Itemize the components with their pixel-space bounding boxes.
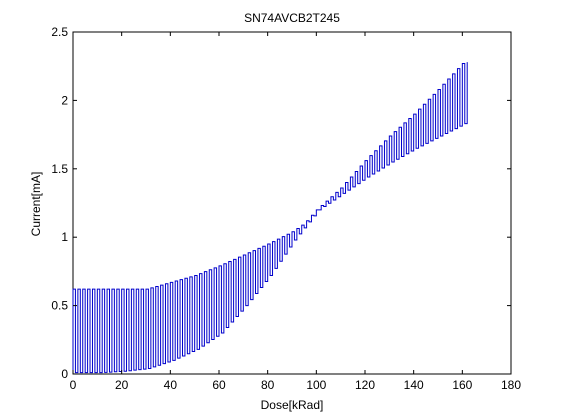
x-tick-label: 120 (355, 378, 375, 392)
plot-area (72, 31, 512, 375)
x-tick-label: 0 (70, 378, 77, 392)
chart-title: SN74AVCB2T245 (244, 11, 340, 25)
x-axis-label: Dose[kRad] (261, 398, 324, 412)
x-tick-label: 160 (452, 378, 472, 392)
y-tick-label: 1.5 (51, 162, 68, 176)
x-tick-label: 20 (115, 378, 129, 392)
x-tick-label: 80 (261, 378, 275, 392)
y-tick-label: 2 (61, 93, 68, 107)
ticks: 0 20 40 60 80 100 120 140 160 180 0 0.5 1 1.5 2 2.5 (51, 25, 521, 392)
y-tick-label: 0 (61, 367, 68, 381)
x-tick-label: 180 (501, 378, 521, 392)
y-tick-label: 0.5 (51, 299, 68, 313)
x-tick-label: 40 (164, 378, 178, 392)
y-axis-label: Current[mA] (29, 172, 43, 237)
x-tick-label: 60 (212, 378, 226, 392)
series-line (72, 62, 468, 374)
y-tick-label: 1 (61, 230, 68, 244)
y-tick-label: 2.5 (51, 25, 68, 39)
x-tick-label: 100 (306, 378, 326, 392)
x-tick-label: 140 (404, 378, 424, 392)
